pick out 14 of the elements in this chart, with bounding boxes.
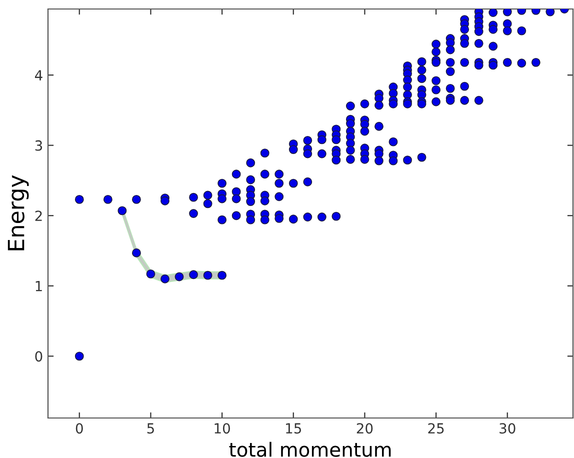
- x-axis-title: total momentum: [229, 442, 391, 457]
- x-tick-label: 20: [356, 423, 373, 434]
- x-tick-label: 0: [76, 423, 83, 434]
- y-axis-title: Energy: [8, 175, 29, 250]
- x-tick-label: 30: [500, 423, 516, 434]
- y-tick-label: 2: [35, 210, 42, 221]
- y-tick-label: 4: [34, 70, 42, 80]
- x-tick-label: 15: [286, 423, 302, 434]
- x-tick-label: 10: [214, 423, 230, 434]
- x-tick-label: 25: [428, 423, 444, 434]
- x-tick-label: 5: [147, 423, 154, 434]
- y-tick-label: 0: [35, 351, 42, 362]
- y-tick-label: 1: [36, 281, 42, 292]
- y-tick-label: 3: [35, 140, 42, 151]
